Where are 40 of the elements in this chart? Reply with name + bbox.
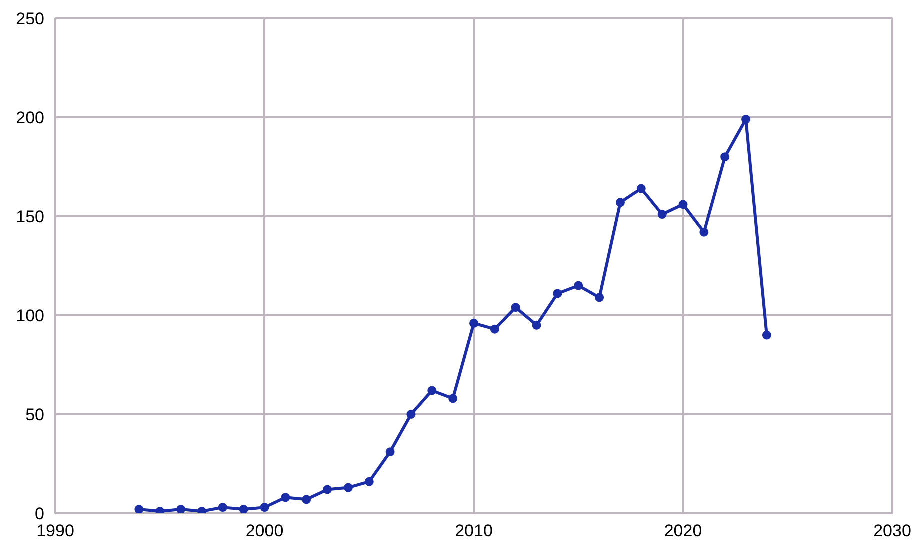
y-tick-label: 250 [16,10,45,28]
x-tick-label: 1990 [36,522,74,540]
x-tick-label: 2010 [455,522,493,540]
y-tick-label: 150 [16,208,45,226]
point [176,505,186,514]
point [218,503,228,512]
point [616,198,625,208]
y-tick-label: 200 [16,108,45,128]
point [386,448,395,457]
y-tick-label: 50 [26,406,45,424]
x-tick-label: 2030 [874,522,912,540]
y-tick-label: 100 [16,306,45,326]
point [490,324,500,334]
point [428,386,437,396]
y-tick-label: 0 [35,504,45,524]
x-tick-label: 2020 [664,522,702,540]
point [636,184,646,194]
point [762,330,772,340]
point [260,503,270,512]
x-tick-label: 2000 [246,522,284,540]
point [134,505,144,514]
point [532,320,542,330]
point [364,477,374,486]
point [302,495,312,504]
point [595,293,604,302]
point [406,410,416,419]
point [658,210,667,220]
point [323,485,332,494]
point [574,281,584,290]
point [448,394,458,404]
point [281,493,290,502]
point [344,483,353,492]
point [742,114,751,124]
point [470,318,478,328]
point [511,303,520,312]
point [678,200,688,210]
point [553,289,562,298]
point [720,152,730,162]
point [700,228,709,237]
point [239,505,248,514]
